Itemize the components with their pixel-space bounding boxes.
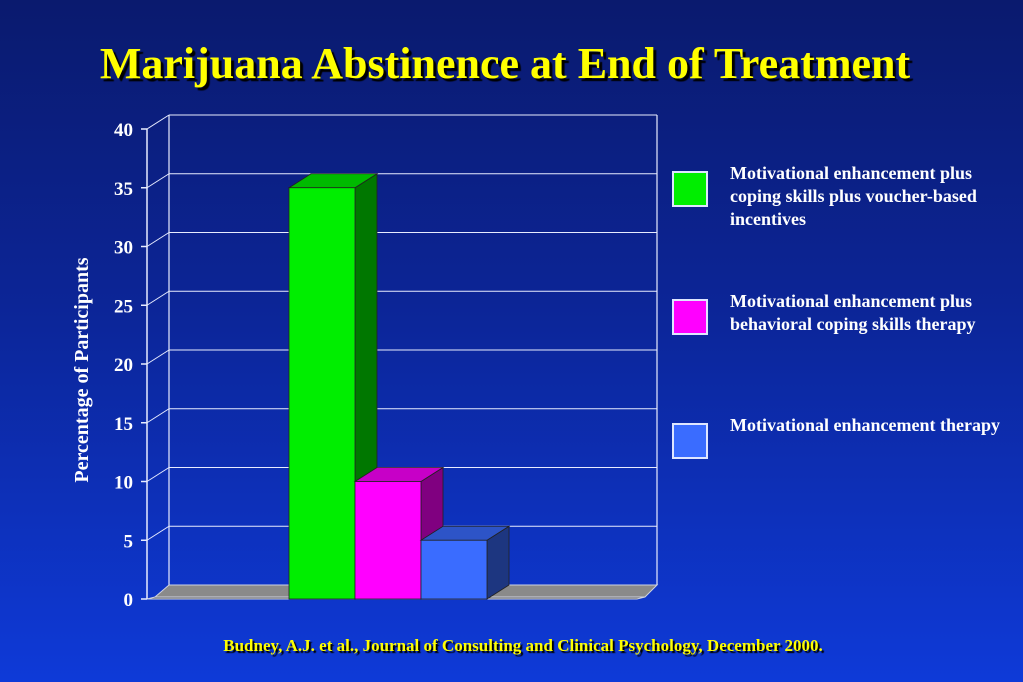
legend-item-2: Motivational enhancement plus behavioral… <box>672 290 1012 336</box>
legend-swatch-3 <box>672 423 708 459</box>
legend-label-3: Motivational enhancement therapy <box>730 415 1000 435</box>
bars <box>287 173 511 600</box>
gridline-depth-25 <box>146 290 170 306</box>
y-tick-label-40: 40 <box>114 120 133 141</box>
bar-1-front <box>288 187 356 600</box>
gridline-depth-30 <box>146 232 170 247</box>
y-tick-label-15: 15 <box>114 414 133 435</box>
bar-3-front <box>420 539 488 600</box>
chart-back-wall <box>146 114 658 585</box>
legend-label-2: Motivational enhancement plus behavioral… <box>730 291 976 334</box>
y-axis-label: Percentage of Participants <box>71 257 93 482</box>
citation: Budney, A.J. et al., Journal of Consulti… <box>223 636 823 655</box>
y-tick-label-20: 20 <box>114 355 133 376</box>
legend-label-1: Motivational enhancement plus coping ski… <box>730 163 977 229</box>
y-tick-label-5: 5 <box>124 531 134 552</box>
gridline-depth-40 <box>146 114 170 130</box>
gridline-depth-20 <box>146 349 170 365</box>
y-tick-label-10: 10 <box>114 473 133 494</box>
y-tick-label-35: 35 <box>114 179 133 200</box>
legend-swatch-1 <box>672 171 708 207</box>
y-axis: 0 5 10 15 20 25 30 35 40 <box>114 120 148 611</box>
bar-3 <box>419 525 511 600</box>
legend-item-1: Motivational enhancement plus coping ski… <box>672 162 1012 231</box>
gridline-depth-15 <box>146 408 170 424</box>
bar-2-front <box>354 481 422 600</box>
gridline-depth-5 <box>146 525 170 541</box>
y-tick-label-25: 25 <box>114 296 133 317</box>
chart-title: Marijuana Abstinence at End of Treatment <box>99 39 911 88</box>
legend-swatch-2 <box>672 299 708 335</box>
y-tick-label-30: 30 <box>114 238 133 259</box>
legend-item-3: Motivational enhancement therapy <box>672 414 1012 459</box>
y-tick-label-0: 0 <box>124 590 134 611</box>
gridline-depth-10 <box>146 467 170 482</box>
gridline-depth-35 <box>146 173 170 189</box>
